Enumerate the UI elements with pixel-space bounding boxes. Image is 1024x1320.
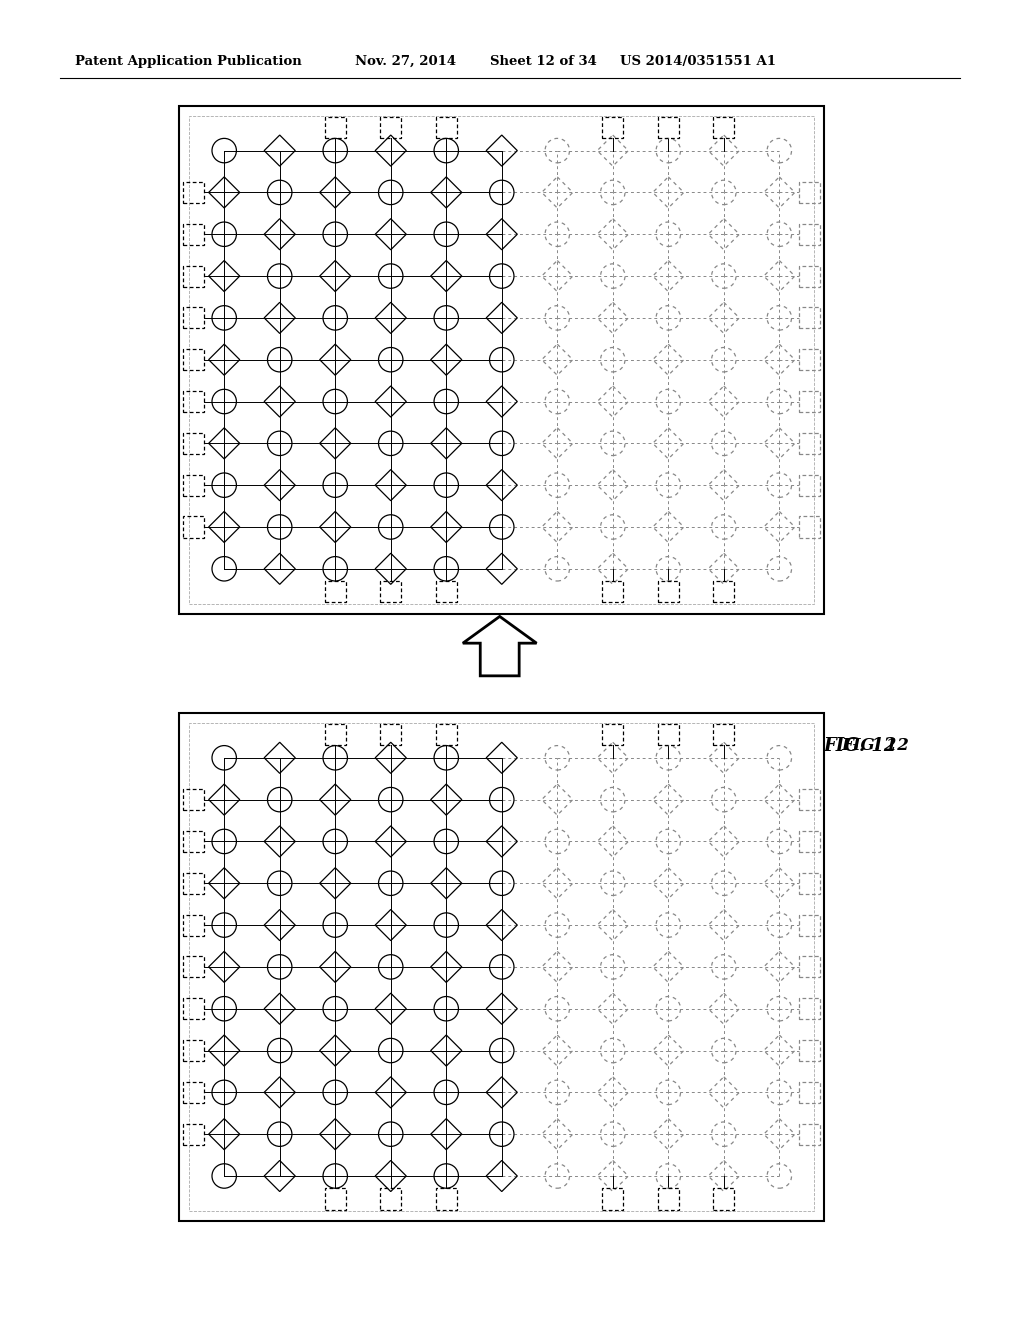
Bar xyxy=(714,117,734,139)
Bar xyxy=(183,1123,204,1144)
Bar xyxy=(800,265,820,286)
Bar xyxy=(800,475,820,496)
Bar xyxy=(182,108,821,611)
Bar xyxy=(800,915,820,936)
Text: FIG. 12: FIG. 12 xyxy=(841,737,909,754)
Bar xyxy=(380,1188,401,1209)
Bar xyxy=(602,725,624,746)
Bar xyxy=(183,475,204,496)
Polygon shape xyxy=(463,616,537,676)
Text: FIG. 12: FIG. 12 xyxy=(823,737,897,755)
Bar xyxy=(657,1188,679,1209)
Bar xyxy=(714,1188,734,1209)
Bar xyxy=(183,308,204,329)
Bar xyxy=(189,723,814,1210)
Bar xyxy=(602,1188,624,1209)
Bar xyxy=(800,830,820,851)
Bar xyxy=(325,581,346,602)
Bar xyxy=(183,516,204,537)
Bar xyxy=(325,117,346,139)
Bar xyxy=(800,789,820,810)
Bar xyxy=(185,112,818,607)
Bar xyxy=(183,957,204,977)
Bar xyxy=(179,106,824,614)
Bar xyxy=(435,1188,457,1209)
Bar xyxy=(183,391,204,412)
Bar xyxy=(380,725,401,746)
Bar xyxy=(800,182,820,203)
Bar xyxy=(435,581,457,602)
Bar xyxy=(183,265,204,286)
Bar xyxy=(800,433,820,454)
Bar xyxy=(800,308,820,329)
Bar xyxy=(183,182,204,203)
Bar xyxy=(183,433,204,454)
Bar xyxy=(325,725,346,746)
Bar xyxy=(657,581,679,602)
Bar xyxy=(183,350,204,370)
Bar xyxy=(800,1123,820,1144)
Bar xyxy=(800,1040,820,1061)
Bar xyxy=(179,713,824,1221)
Bar xyxy=(435,725,457,746)
Bar xyxy=(183,915,204,936)
Bar xyxy=(657,117,679,139)
Bar xyxy=(435,117,457,139)
Text: Sheet 12 of 34: Sheet 12 of 34 xyxy=(490,55,597,69)
Bar xyxy=(183,1082,204,1104)
Bar xyxy=(380,117,401,139)
Text: Patent Application Publication: Patent Application Publication xyxy=(75,55,302,69)
Bar xyxy=(183,223,204,244)
Bar xyxy=(380,581,401,602)
Bar xyxy=(183,830,204,851)
Bar xyxy=(185,719,818,1214)
Bar xyxy=(602,581,624,602)
Bar xyxy=(182,715,821,1218)
Bar xyxy=(714,725,734,746)
Bar xyxy=(800,516,820,537)
Bar xyxy=(800,350,820,370)
Bar xyxy=(714,581,734,602)
Bar xyxy=(657,725,679,746)
Bar xyxy=(183,998,204,1019)
Bar xyxy=(183,789,204,810)
Bar xyxy=(800,957,820,977)
Bar xyxy=(800,1082,820,1104)
Bar xyxy=(800,391,820,412)
Text: US 2014/0351551 A1: US 2014/0351551 A1 xyxy=(620,55,776,69)
Bar xyxy=(325,1188,346,1209)
Bar xyxy=(800,873,820,894)
Bar xyxy=(800,998,820,1019)
Bar xyxy=(602,117,624,139)
Bar xyxy=(183,873,204,894)
Bar xyxy=(183,1040,204,1061)
Bar xyxy=(189,116,814,603)
Bar xyxy=(800,223,820,244)
Text: Nov. 27, 2014: Nov. 27, 2014 xyxy=(355,55,456,69)
